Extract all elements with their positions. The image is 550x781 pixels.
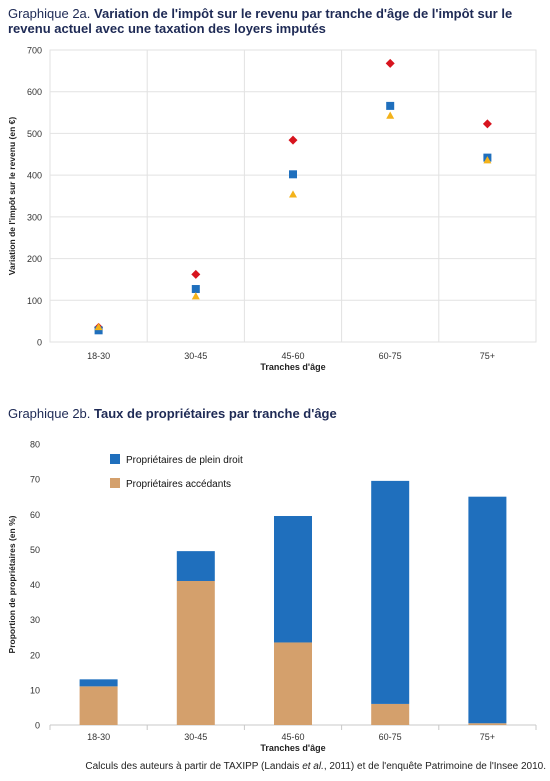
y-tick-label: 500 bbox=[27, 129, 42, 139]
point-square bbox=[94, 326, 103, 335]
y-tick-label: 80 bbox=[30, 440, 40, 450]
chart-2b-title: Graphique 2b. Taux de propriétaires par … bbox=[8, 406, 538, 421]
y-tick-label: 60 bbox=[30, 510, 40, 520]
bar-segment bbox=[468, 496, 507, 724]
point-triangle bbox=[483, 156, 492, 164]
legend-label: Propriétaires de plein droit bbox=[126, 455, 243, 466]
legend-swatch bbox=[110, 454, 120, 464]
chart-2b: 0 10 20 30 40 50 60 70 80 18-30 30-45 45-60 60-75 75+… bbox=[7, 440, 537, 753]
y-tick-label: 20 bbox=[30, 650, 40, 660]
point-triangle bbox=[289, 190, 297, 198]
x-tick-label: 75+ bbox=[480, 732, 495, 742]
x-axis-label: Tranches d'âge bbox=[260, 362, 325, 372]
y-tick-label: 600 bbox=[27, 87, 42, 97]
y-tick-label: 700 bbox=[27, 46, 42, 56]
source-note-after: , 2011) et de l'enquête Patrimoine de l'… bbox=[323, 761, 546, 772]
x-tick-label: 45-60 bbox=[281, 732, 304, 742]
source-note-before: Calculs des auteurs à partir de TAXIPP (… bbox=[85, 761, 303, 772]
chart-2a-title: Graphique 2a. Variation de l'impôt sur l… bbox=[8, 6, 538, 36]
x-axis-label: Tranches d'âge bbox=[260, 743, 325, 753]
bar-segment bbox=[79, 679, 118, 687]
bar-segment bbox=[176, 580, 215, 725]
y-axis-label: Proportion de propriétaires (en %) bbox=[7, 515, 17, 653]
x-tick-label: 75+ bbox=[480, 351, 495, 361]
point-diamond bbox=[288, 135, 298, 145]
y-tick-label: 400 bbox=[27, 171, 42, 181]
point-triangle bbox=[191, 292, 200, 300]
y-tick-label: 300 bbox=[27, 212, 42, 222]
legend-label: Propriétaires accédants bbox=[126, 479, 231, 490]
chart-2a-title-prefix: Graphique 2a. bbox=[8, 6, 95, 21]
point-diamond bbox=[385, 58, 395, 68]
x-tick-label: 18-30 bbox=[87, 732, 110, 742]
y-tick-label: 70 bbox=[30, 475, 40, 485]
point-diamond bbox=[191, 269, 201, 279]
x-tick-label: 30-45 bbox=[184, 732, 207, 742]
bar-segment bbox=[79, 686, 118, 725]
chart-2b-title-prefix: Graphique 2b. bbox=[8, 406, 95, 421]
y-tick-label: 100 bbox=[27, 296, 42, 306]
point-square bbox=[386, 101, 395, 110]
y-tick-label: 0 bbox=[37, 338, 42, 348]
point-square bbox=[191, 285, 200, 294]
y-tick-label: 50 bbox=[30, 545, 40, 555]
x-tick-label: 45-60 bbox=[281, 351, 304, 361]
x-tick-label: 18-30 bbox=[87, 351, 110, 361]
y-tick-label: 30 bbox=[30, 615, 40, 625]
point-square bbox=[289, 170, 297, 179]
x-tick-label: 30-45 bbox=[184, 351, 207, 361]
bar-segment bbox=[274, 642, 312, 725]
bar-segment bbox=[176, 551, 215, 581]
source-note-italic: et al. bbox=[302, 761, 324, 772]
y-tick-label: 0 bbox=[35, 721, 40, 731]
y-tick-label: 40 bbox=[30, 580, 40, 590]
x-tick-label: 60-75 bbox=[379, 732, 402, 742]
chart-2a-title-text: Variation de l'impôt sur le revenu par t… bbox=[8, 6, 513, 36]
chart-2b-title-text: Taux de propriétaires par tranche d'âge bbox=[94, 406, 337, 421]
bar-segment bbox=[371, 703, 410, 725]
point-diamond bbox=[482, 119, 492, 129]
bar-segment bbox=[468, 723, 507, 725]
chart-2a: 0 100 200 300 400 500 600 700 18-30 30-45 45-60 60-… bbox=[7, 46, 537, 372]
point-triangle bbox=[386, 111, 395, 119]
point-triangle bbox=[94, 322, 103, 331]
y-tick-label: 10 bbox=[30, 685, 40, 695]
bar-segment bbox=[371, 480, 410, 704]
bar-segment bbox=[274, 516, 312, 643]
source-note: Calculs des auteurs à partir de TAXIPP (… bbox=[0, 761, 546, 772]
y-tick-label: 200 bbox=[27, 254, 42, 264]
y-axis-label: Variation de l'impôt sur le revenu (en €… bbox=[7, 117, 17, 276]
legend-swatch bbox=[110, 478, 120, 488]
x-tick-label: 60-75 bbox=[379, 351, 402, 361]
